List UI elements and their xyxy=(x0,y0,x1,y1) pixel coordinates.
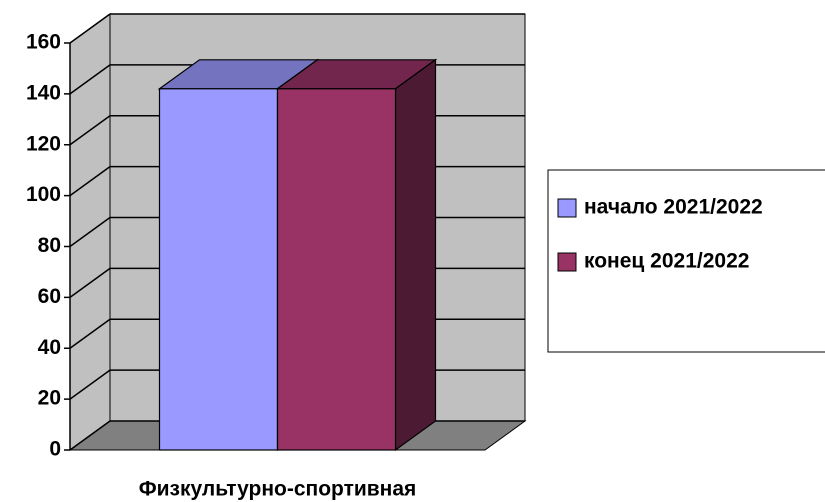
grid-line xyxy=(69,216,111,248)
y-tick-label: 20 xyxy=(38,387,61,410)
grid-line xyxy=(69,64,111,95)
y-tick-label: 60 xyxy=(38,285,61,308)
grid-line xyxy=(69,318,111,349)
legend-label: конец 2021/2022 xyxy=(584,250,749,273)
bar-side xyxy=(394,58,437,452)
legend-swatch xyxy=(557,198,577,218)
y-tick-label: 40 xyxy=(38,336,61,359)
legend-label: начало 2021/2022 xyxy=(584,196,763,219)
y-tick-label: 140 xyxy=(26,81,61,104)
grid-line xyxy=(69,369,111,400)
bar xyxy=(276,88,397,451)
grid-line xyxy=(69,13,111,44)
y-tick-label: 160 xyxy=(26,31,61,54)
grid-line xyxy=(69,420,111,451)
y-tick-label: 100 xyxy=(26,183,61,206)
y-tick-label: 80 xyxy=(38,234,61,257)
y-tick-label: 0 xyxy=(49,438,61,461)
bar xyxy=(158,88,279,451)
grid-line xyxy=(69,267,111,298)
grid-line xyxy=(69,115,111,146)
legend-box xyxy=(547,169,825,353)
y-tick-label: 120 xyxy=(26,132,61,155)
legend-swatch xyxy=(557,252,577,272)
x-tick-label: Физкультурно-спортивная xyxy=(139,478,417,501)
grid-line xyxy=(69,166,111,197)
